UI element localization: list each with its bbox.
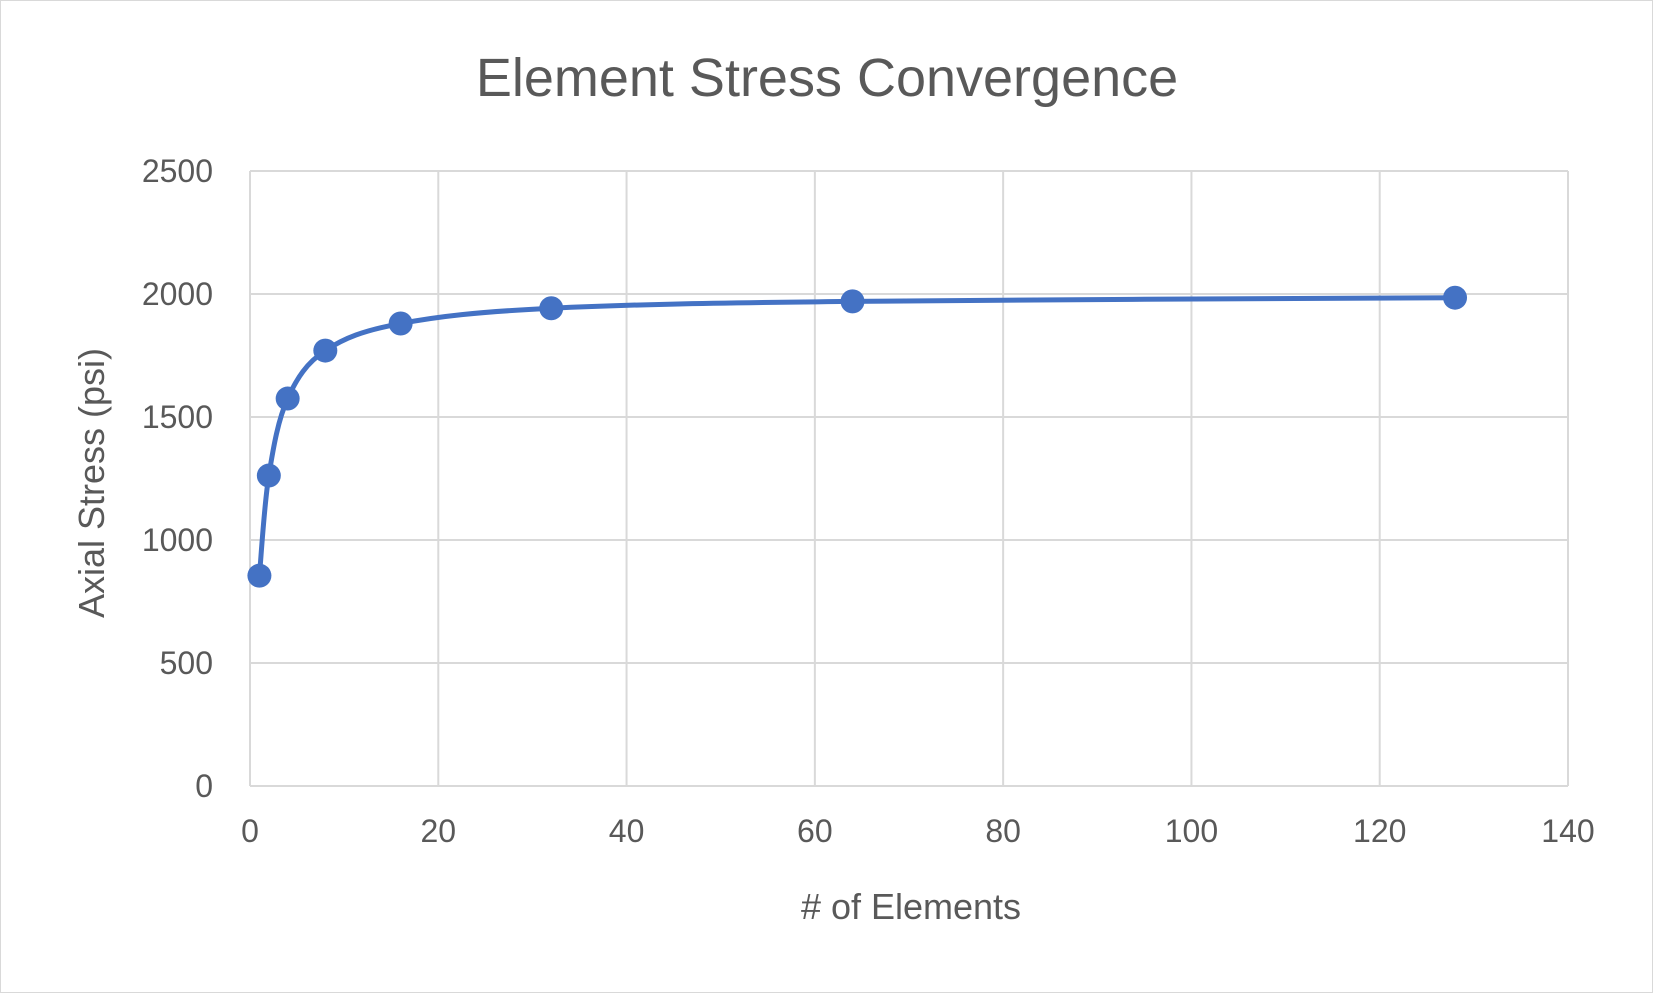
x-tick-label: 100 [1165, 813, 1218, 849]
x-axis-title: # of Elements [801, 886, 1021, 927]
y-tick-label: 2000 [142, 276, 213, 312]
y-tick-label: 2500 [142, 153, 213, 189]
x-tick-label: 40 [609, 813, 645, 849]
data-point [256, 463, 281, 488]
x-tick-label: 120 [1353, 813, 1406, 849]
y-axis-title: Axial Stress (psi) [71, 348, 112, 618]
chart-title: Element Stress Convergence [476, 48, 1178, 108]
y-tick-label: 1000 [142, 522, 213, 558]
data-point [539, 296, 564, 321]
axes [249, 171, 1568, 787]
data-point [313, 338, 338, 363]
x-tick-label: 80 [985, 813, 1021, 849]
x-tick-label: 140 [1541, 813, 1594, 849]
y-tick-label: 0 [195, 768, 213, 804]
data-point [840, 289, 865, 314]
x-tick-label: 20 [420, 813, 456, 849]
series-line [256, 295, 1458, 579]
gridlines [250, 170, 1569, 786]
data-point [247, 563, 272, 588]
series [247, 285, 1468, 588]
x-tick-label: 60 [797, 813, 833, 849]
data-point [388, 311, 413, 336]
y-tick-label: 1500 [142, 399, 213, 435]
x-tick-label: 0 [241, 813, 259, 849]
x-tick-labels: 0 20 40 60 80 100 120 140 [241, 813, 1595, 849]
y-tick-label: 500 [160, 645, 213, 681]
y-tick-labels: 0 500 1000 1500 2000 2500 [142, 153, 213, 804]
data-point [275, 386, 300, 411]
data-point [1443, 285, 1468, 310]
